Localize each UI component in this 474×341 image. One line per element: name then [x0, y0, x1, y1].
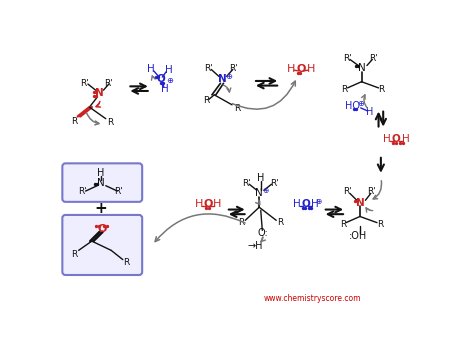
- Text: +: +: [95, 201, 108, 216]
- Text: →H: →H: [247, 241, 263, 251]
- Text: R: R: [71, 117, 77, 126]
- Text: N: N: [97, 178, 105, 188]
- FancyBboxPatch shape: [63, 163, 142, 202]
- Text: H: H: [161, 84, 169, 94]
- Text: H: H: [164, 65, 173, 75]
- Text: H: H: [194, 199, 203, 209]
- Text: H: H: [257, 173, 264, 183]
- Text: R': R': [343, 187, 352, 196]
- Text: R: R: [72, 251, 78, 260]
- Text: R: R: [238, 218, 245, 227]
- Text: R': R': [367, 187, 376, 196]
- Text: N: N: [95, 88, 104, 98]
- Text: R': R': [242, 179, 250, 188]
- Text: R: R: [277, 218, 283, 227]
- Text: R': R': [270, 179, 279, 188]
- Text: O: O: [392, 134, 401, 145]
- Text: H: H: [98, 168, 105, 178]
- Text: O: O: [97, 224, 107, 234]
- Text: ⊕: ⊕: [226, 72, 232, 81]
- Text: R': R': [369, 54, 377, 63]
- Text: O:: O:: [258, 228, 268, 238]
- Text: R: R: [107, 118, 114, 127]
- Text: www.chemistryscore.com: www.chemistryscore.com: [264, 294, 362, 302]
- Text: ⊕: ⊕: [315, 196, 321, 206]
- Text: R: R: [340, 220, 346, 229]
- FancyBboxPatch shape: [63, 215, 142, 275]
- Text: R: R: [341, 85, 347, 94]
- Text: N: N: [218, 74, 227, 85]
- Text: R: R: [379, 85, 385, 94]
- Text: ⊕: ⊕: [357, 99, 364, 108]
- Text: H: H: [365, 107, 373, 117]
- Text: ⊕: ⊕: [262, 186, 269, 195]
- Text: H: H: [307, 64, 315, 74]
- Text: R': R': [343, 54, 352, 63]
- Text: N: N: [356, 198, 365, 208]
- Text: :OH: :OH: [348, 231, 367, 241]
- Text: R: R: [377, 220, 383, 229]
- Text: R': R': [78, 187, 87, 196]
- Text: H: H: [402, 134, 410, 145]
- Text: R': R': [104, 79, 113, 88]
- Text: O: O: [203, 199, 213, 209]
- Text: H: H: [311, 199, 319, 209]
- Text: O: O: [296, 64, 306, 74]
- Text: R: R: [234, 104, 241, 113]
- Text: R': R': [229, 64, 238, 73]
- Text: R': R': [204, 64, 213, 73]
- Text: O: O: [156, 74, 165, 84]
- Text: H: H: [147, 64, 155, 74]
- Text: HO: HO: [345, 101, 360, 112]
- Text: O: O: [301, 199, 310, 209]
- Text: R: R: [124, 258, 130, 267]
- Text: H: H: [292, 199, 300, 209]
- Text: H: H: [287, 64, 295, 74]
- Text: N: N: [357, 63, 365, 73]
- Text: H: H: [213, 199, 221, 209]
- Text: R': R': [115, 187, 123, 196]
- Text: R: R: [203, 97, 210, 105]
- Text: R': R': [81, 79, 89, 88]
- Text: H: H: [383, 134, 391, 145]
- Text: N: N: [255, 188, 263, 198]
- Text: ⊕: ⊕: [166, 76, 173, 85]
